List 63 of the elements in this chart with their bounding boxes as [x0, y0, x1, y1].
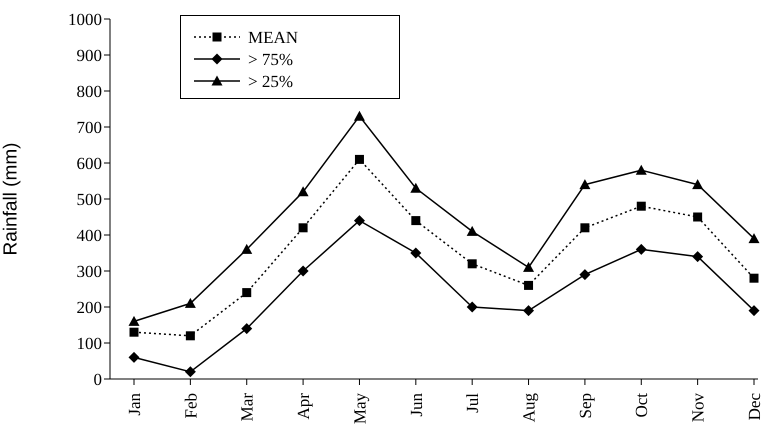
x-tick-label: Jun: [406, 392, 426, 417]
legend-label: MEAN: [248, 28, 298, 47]
point: [186, 331, 195, 340]
point: [524, 280, 534, 290]
point: [128, 316, 140, 326]
point: [128, 352, 140, 363]
point: [748, 233, 760, 244]
point: [298, 223, 308, 232]
point: [523, 305, 534, 316]
point: [466, 302, 478, 312]
point: [692, 179, 704, 190]
point: [579, 179, 590, 190]
point: [410, 182, 422, 193]
x-tick-label: Aug: [519, 392, 538, 422]
y-tick-label: 1000: [68, 10, 102, 30]
point: [750, 274, 758, 283]
y-tick-label: 500: [76, 190, 102, 210]
point: [636, 202, 646, 211]
y-tick-label: 600: [76, 154, 102, 174]
point: [693, 212, 702, 222]
point: [184, 366, 196, 378]
point: [411, 216, 420, 226]
point: [748, 305, 760, 316]
point: [354, 110, 365, 121]
point: [580, 223, 590, 232]
x-tick-label: Oct: [632, 392, 652, 418]
x-tick-label: Jul: [463, 392, 482, 413]
y-tick-label: 200: [76, 298, 102, 318]
point: [636, 164, 647, 175]
point: [241, 244, 252, 254]
x-tick-label: Jan: [124, 392, 144, 416]
y-tick-label: 700: [76, 118, 102, 138]
y-tick-label: 0: [94, 370, 102, 390]
point: [298, 266, 309, 276]
x-tick-label: Apr: [294, 392, 314, 420]
point: [410, 248, 422, 258]
legend-label: > 25%: [248, 72, 293, 91]
point: [298, 186, 309, 196]
point: [636, 244, 647, 255]
y-axis-title: Rainfall (mm): [0, 142, 22, 256]
point: [130, 328, 138, 337]
point: [579, 269, 590, 280]
y-tick-label: 100: [76, 334, 102, 354]
x-tick-label: May: [350, 392, 370, 424]
point: [242, 288, 252, 298]
point: [466, 226, 478, 236]
point: [523, 262, 534, 272]
point: [354, 154, 364, 164]
point: [468, 259, 477, 268]
x-tick-label: Sep: [576, 393, 595, 418]
point: [241, 323, 252, 334]
x-tick-label: Dec: [744, 392, 764, 420]
legend-label: > 75%: [248, 50, 293, 69]
y-tick-label: 300: [76, 262, 102, 282]
x-tick-label: Nov: [688, 392, 708, 422]
x-tick-label: Feb: [181, 393, 200, 418]
point: [184, 298, 196, 308]
point: [692, 251, 704, 262]
x-tick-label: Mar: [238, 392, 257, 422]
y-tick-label: 900: [76, 46, 102, 66]
point: [354, 215, 365, 226]
y-tick-label: 800: [76, 82, 102, 102]
y-tick-label: 400: [76, 226, 102, 246]
